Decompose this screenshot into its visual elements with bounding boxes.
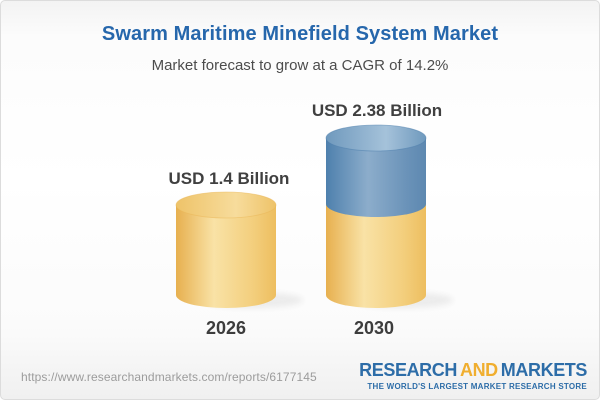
bar-2026-top-face xyxy=(175,191,277,219)
logo-word-and: AND xyxy=(459,360,498,380)
bar-2030-top-face xyxy=(325,124,427,152)
logo-tagline: THE WORLD'S LARGEST MARKET RESEARCH STOR… xyxy=(367,382,587,391)
category-label-2026: 2026 xyxy=(206,318,246,338)
logo-word-markets: MARKETS xyxy=(500,360,588,380)
bar-2026 xyxy=(175,191,277,308)
value-label-2026: USD 1.4 Billion xyxy=(169,169,290,188)
category-label-2030: 2030 xyxy=(354,318,394,338)
page-title: Swarm Maritime Minefield System Market xyxy=(101,23,499,45)
bar-2030-base-segment xyxy=(326,204,426,308)
report-url: https://www.researchandmarkets.com/repor… xyxy=(21,370,317,384)
logo-wordmark: RESEARCH AND MARKETS xyxy=(359,361,587,379)
value-label-2030: USD 2.38 Billion xyxy=(312,101,442,120)
bar-2026-body xyxy=(176,205,276,308)
bar-2030-growth-segment xyxy=(326,138,426,217)
page-subtitle: Market forecast to grow at a CAGR of 14.… xyxy=(151,57,449,74)
company-logo: RESEARCH AND MARKETS THE WORLD'S LARGEST M… xyxy=(359,361,587,391)
bar-2030 xyxy=(325,124,427,308)
logo-word-research: RESEARCH xyxy=(359,360,457,380)
